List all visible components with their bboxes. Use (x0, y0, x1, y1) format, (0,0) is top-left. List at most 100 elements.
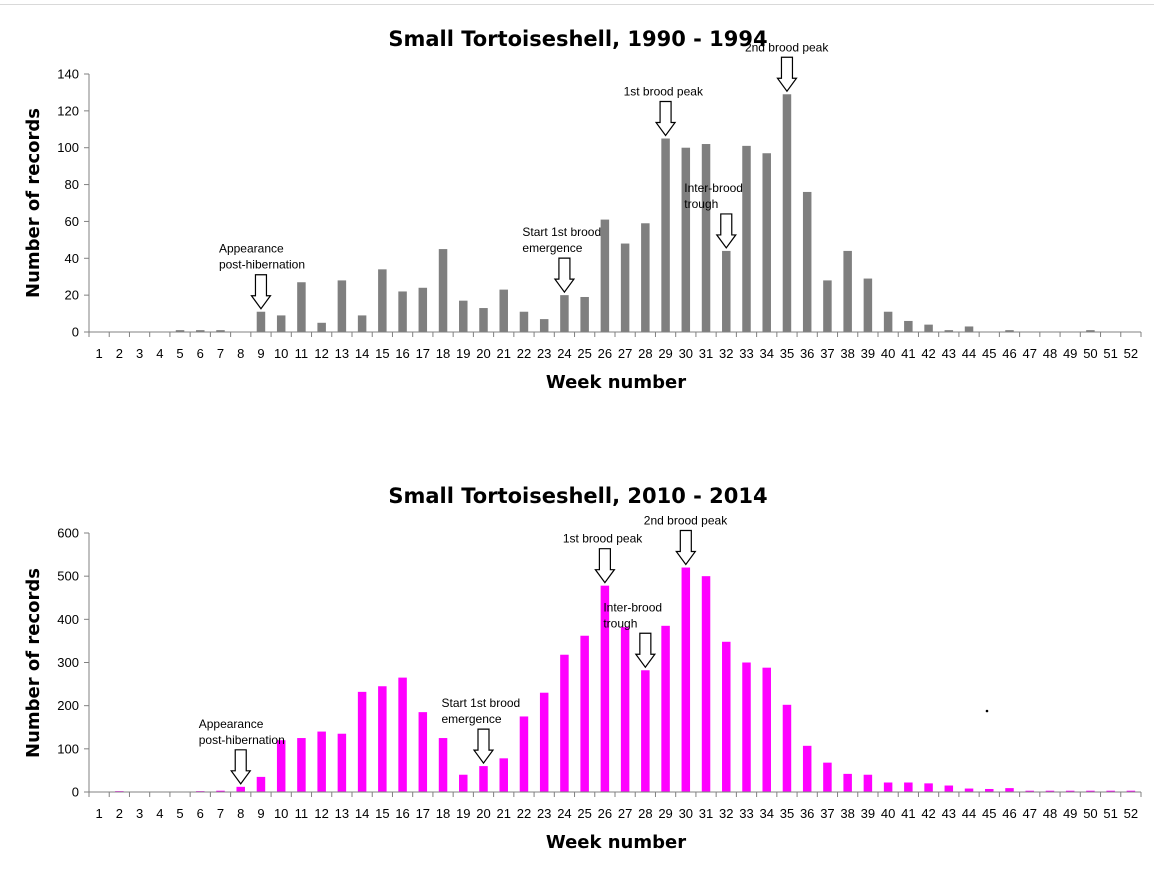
x-tick-label: 10 (274, 346, 288, 361)
annotation-label: Inter-brood (603, 600, 662, 614)
x-tick-label: 14 (355, 346, 369, 361)
x-tick-label: 37 (820, 806, 834, 821)
bar-week-17 (418, 287, 428, 332)
x-tick-label: 38 (840, 806, 854, 821)
x-tick-label: 3 (136, 806, 143, 821)
bar-week-22 (519, 311, 529, 332)
bar-week-20 (479, 308, 488, 332)
x-tick-label: 33 (739, 346, 753, 361)
bar-week-37 (823, 280, 832, 332)
bar-week-28 (641, 670, 650, 792)
annotation-group: Appearance post-hibernation Start 1st broo… (219, 40, 829, 310)
bar-week-44 (964, 788, 974, 792)
bar-week-10 (276, 315, 286, 332)
x-tick-label: 22 (517, 346, 531, 361)
x-tick-label: 51 (1103, 806, 1117, 821)
x-tick-label: 20 (476, 806, 490, 821)
x-tick-label: 48 (1043, 346, 1057, 361)
bar-week-44 (964, 326, 974, 332)
bar-week-20 (479, 766, 488, 792)
x-tick-label: 8 (237, 806, 244, 821)
x-tick-group: 1 2 3 4 5 6 7 8 9 10 11 12 13 14 15 16 17 18 19 20 21 22 23 24 2… (88, 332, 1142, 361)
x-tick-label: 24 (557, 346, 571, 361)
bar-week-47 (1025, 790, 1034, 792)
x-tick-label: 30 (679, 346, 693, 361)
x-tick-label: 2 (116, 806, 123, 821)
x-tick-label: 11 (295, 806, 309, 821)
bar-week-11 (297, 738, 306, 792)
bar-week-43 (944, 330, 954, 332)
bar-week-45 (985, 788, 994, 792)
annotation-label: post-hibernation (199, 733, 285, 747)
x-tick-label: 8 (237, 346, 244, 361)
annotation-arrow (230, 749, 252, 785)
bar-week-7 (216, 790, 225, 792)
x-tick-label: 9 (257, 346, 264, 361)
bar-week-50 (1086, 330, 1095, 332)
annotation-label: emergence (442, 712, 502, 726)
x-tick-label: 35 (780, 346, 794, 361)
x-tick-label: 5 (176, 806, 183, 821)
x-tick-label: 34 (759, 806, 773, 821)
x-tick-label: 35 (780, 806, 794, 821)
x-tick-group: 1 2 3 4 5 6 7 8 9 10 11 12 13 14 15 16 17 18 19 20 21 22 23 24 2… (88, 792, 1142, 821)
x-tick-label: 27 (618, 346, 632, 361)
y-tick-label: 100 (57, 741, 79, 756)
bar-week-41 (904, 782, 913, 792)
chart-title: Small Tortoiseshell, 2010 - 2014 (388, 484, 767, 508)
x-tick-label: 12 (314, 346, 328, 361)
y-tick-label: 120 (57, 103, 79, 118)
bar-week-49 (1065, 790, 1075, 792)
bar-week-36 (802, 191, 812, 332)
x-tick-label: 15 (375, 806, 389, 821)
x-tick-label: 32 (719, 346, 733, 361)
annotation-label: 2nd brood peak (644, 514, 728, 528)
x-tick-label: 13 (335, 346, 349, 361)
x-tick-label: 36 (800, 806, 814, 821)
x-tick-label: 13 (335, 806, 349, 821)
bar-week-27 (620, 243, 630, 332)
x-tick-label: 1 (95, 346, 102, 361)
x-tick-label: 43 (942, 346, 956, 361)
x-tick-label: 36 (800, 346, 814, 361)
bar-week-22 (519, 716, 529, 792)
y-tick-label: 60 (65, 214, 79, 229)
x-tick-label: 4 (156, 806, 163, 821)
x-tick-label: 15 (375, 346, 389, 361)
x-tick-label: 45 (982, 346, 996, 361)
bar-week-42 (924, 783, 933, 792)
x-tick-label: 26 (598, 806, 612, 821)
annotation-label: Start 1st brood (442, 696, 521, 710)
annotation-arrow (250, 274, 272, 310)
x-tick-label: 23 (537, 806, 551, 821)
x-tick-label: 1 (95, 806, 102, 821)
y-tick-label: 300 (57, 655, 79, 670)
annotation-arrow (634, 632, 657, 669)
bar-week-19 (459, 300, 468, 332)
bar-week-5 (175, 330, 185, 332)
bar-week-25 (580, 635, 589, 792)
x-tick-label: 41 (901, 346, 915, 361)
bar-week-10 (276, 740, 286, 792)
x-tick-label: 7 (217, 346, 224, 361)
x-tick-label: 22 (517, 806, 531, 821)
bar-group (115, 567, 1136, 792)
x-tick-label: 12 (314, 806, 328, 821)
bar-week-8 (236, 786, 245, 792)
annotation-arrow (472, 728, 495, 765)
y-tick-label: 40 (65, 251, 79, 266)
bar-week-41 (904, 320, 913, 332)
x-tick-label: 42 (921, 806, 935, 821)
x-tick-label: 40 (881, 806, 895, 821)
bar-week-39 (863, 774, 873, 792)
x-tick-label: 16 (395, 346, 409, 361)
x-tick-label: 42 (921, 346, 935, 361)
bar-week-15 (378, 686, 387, 792)
bar-week-46 (1005, 788, 1014, 792)
bar-week-32 (722, 250, 731, 332)
x-tick-label: 17 (416, 806, 430, 821)
x-tick-label: 31 (699, 806, 713, 821)
x-tick-label: 45 (982, 806, 996, 821)
bar-week-33 (742, 145, 751, 332)
